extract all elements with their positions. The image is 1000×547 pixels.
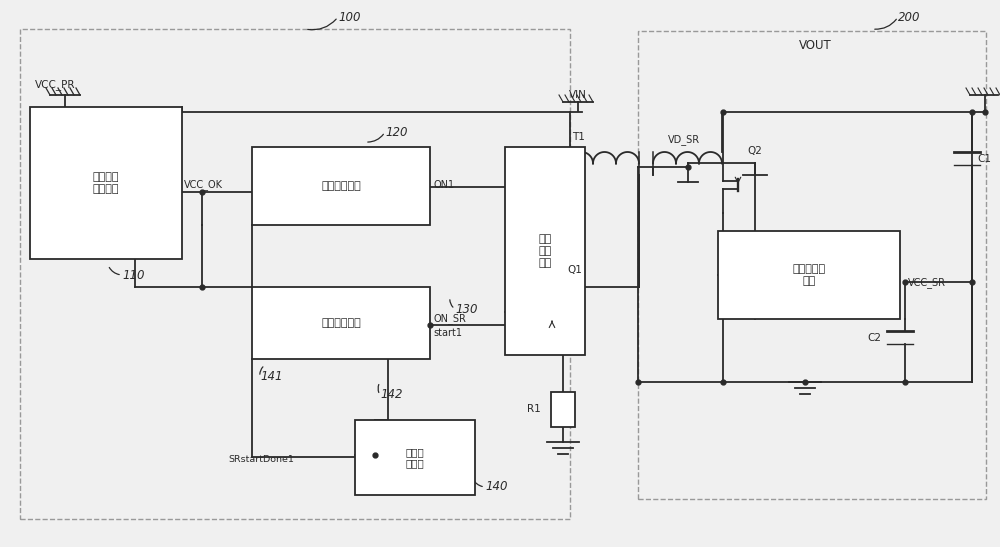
Bar (30, 107, 182, 259)
Text: 130: 130 (455, 302, 478, 316)
Text: ON_SR: ON_SR (433, 313, 466, 324)
Text: 100: 100 (338, 10, 360, 24)
Text: 141: 141 (260, 370, 283, 383)
Text: start1: start1 (433, 328, 462, 338)
Text: 110: 110 (122, 269, 144, 282)
Text: VCC_PR: VCC_PR (35, 79, 76, 90)
Bar (718, 231, 900, 319)
Text: T1: T1 (572, 132, 584, 142)
Text: VOUT: VOUT (799, 38, 831, 51)
Text: VIN: VIN (569, 90, 587, 100)
Text: VCC_SR: VCC_SR (908, 277, 946, 288)
Text: C1: C1 (977, 154, 991, 164)
Bar (638, 31, 986, 499)
Bar (505, 147, 585, 355)
Text: 原边控制电路: 原边控制电路 (321, 181, 361, 191)
Text: ON1: ON1 (433, 180, 454, 190)
Text: 电压检测
输出电路: 电压检测 输出电路 (93, 172, 119, 194)
Text: R1: R1 (527, 404, 541, 415)
Bar (355, 420, 475, 495)
Text: 140: 140 (485, 480, 507, 493)
Text: Q2: Q2 (747, 146, 762, 156)
Text: SRstartDone1: SRstartDone1 (228, 455, 294, 463)
Text: 142: 142 (380, 388, 402, 401)
Text: Q1: Q1 (567, 265, 582, 275)
Text: VD_SR: VD_SR (668, 135, 700, 146)
Bar (252, 147, 430, 225)
Text: 副边整流控
制器: 副边整流控 制器 (792, 264, 826, 286)
Text: C2: C2 (867, 333, 881, 343)
Text: 信号发生电路: 信号发生电路 (321, 318, 361, 328)
Text: 120: 120 (385, 125, 408, 138)
Bar (20, 29, 570, 519)
Bar (252, 287, 430, 359)
Text: 原边
驱动
电路: 原边 驱动 电路 (538, 235, 552, 267)
Text: 200: 200 (898, 10, 920, 24)
Bar (551, 392, 575, 427)
Text: VCC_OK: VCC_OK (184, 179, 223, 190)
Text: 计时计
数电路: 计时计 数电路 (406, 447, 424, 468)
